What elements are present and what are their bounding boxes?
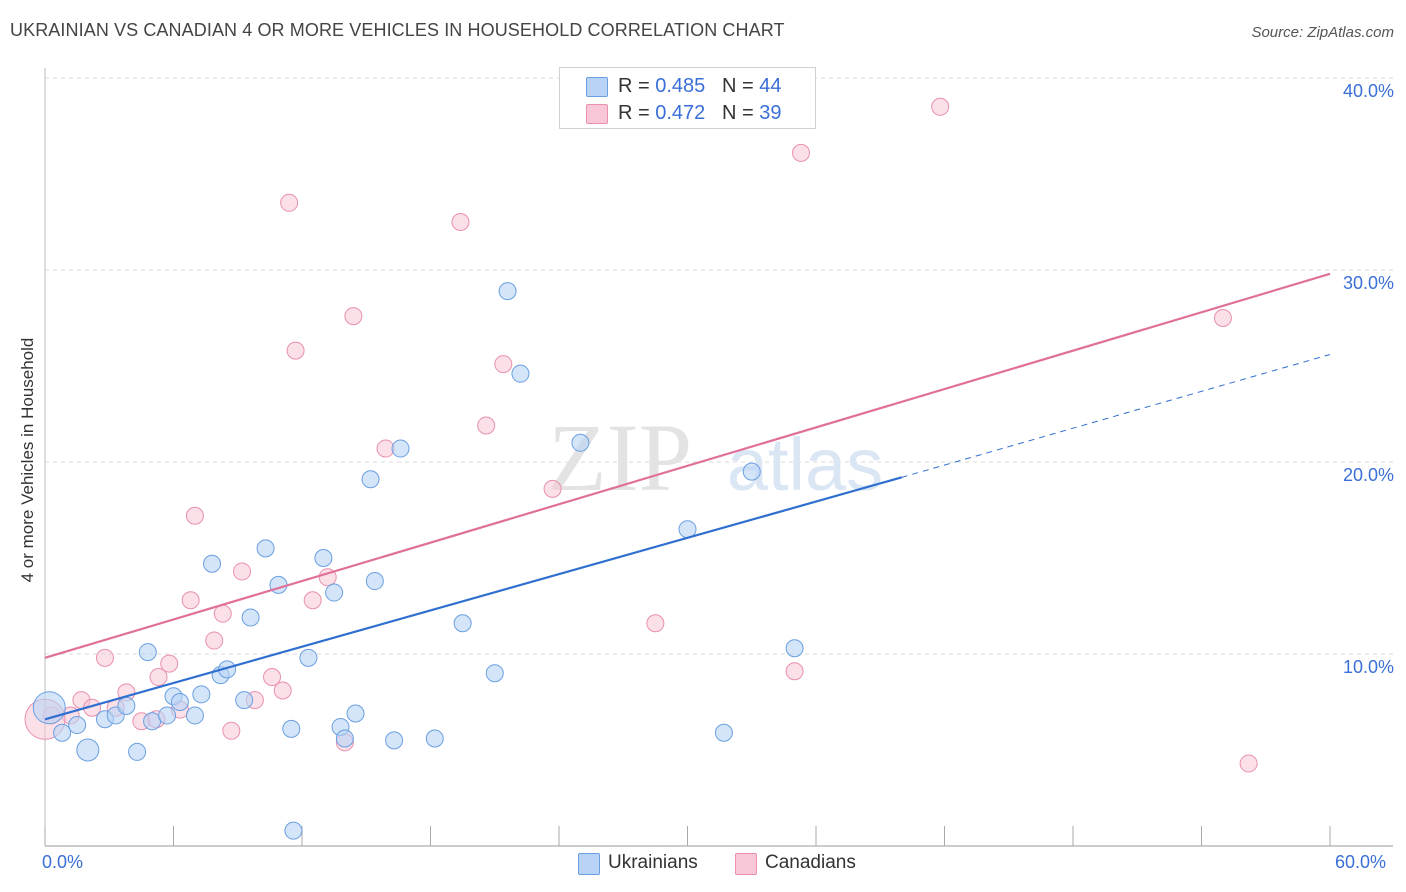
- ukrainians-point: [714, 723, 733, 742]
- x-tick-marks: [44, 826, 1331, 846]
- ukrainians-point: [346, 704, 365, 723]
- y-tick-label: 20.0%: [1342, 465, 1394, 485]
- y-axis-label: 4 or more Vehicles in Household: [18, 337, 37, 583]
- y-tick-label: 10.0%: [1342, 657, 1394, 677]
- y-tick-label: 30.0%: [1342, 273, 1394, 293]
- ukrainians-point: [742, 462, 761, 481]
- legend-r-value-canadians: 0.472: [655, 102, 706, 124]
- canadians-point: [785, 662, 804, 681]
- ukrainians-point: [299, 648, 318, 667]
- canadians-point: [205, 631, 224, 650]
- ukrainians-point: [53, 723, 72, 742]
- canadians-swatch: [586, 104, 608, 124]
- canadians-point: [222, 721, 241, 740]
- canadians-point: [233, 562, 252, 581]
- canadians-point: [181, 591, 200, 610]
- legend-r-value-ukrainians: 0.485: [655, 75, 706, 97]
- ukrainians-point: [192, 685, 211, 704]
- ukrainians-point: [170, 693, 189, 711]
- ukrainians-point: [385, 731, 404, 750]
- canadians-point: [543, 479, 562, 498]
- canadians-point: [303, 591, 322, 610]
- canadians-legend-swatch: [735, 853, 757, 875]
- ukrainians-swatch: [586, 77, 608, 97]
- ukrainians-point: [571, 433, 590, 452]
- canadians-point: [792, 143, 811, 162]
- ukrainians-point: [128, 742, 147, 761]
- ukrainians-point: [282, 719, 301, 738]
- canadians-point: [477, 416, 496, 435]
- x-tick-label-max: 60.0%: [1335, 852, 1387, 872]
- canadians-point: [95, 648, 114, 667]
- ukrainians-point: [68, 716, 87, 735]
- canadians-point: [185, 506, 204, 525]
- legend-r-label: R =: [618, 75, 656, 97]
- ukrainians-point: [361, 470, 380, 489]
- canadians-point: [931, 97, 950, 116]
- ukrainians-point: [138, 643, 157, 662]
- ukrainians-point: [391, 439, 410, 458]
- ukrainians-legend-label: Ukrainians: [608, 852, 698, 873]
- watermark: ZIP atlas: [548, 404, 883, 511]
- trend-lines: [44, 272, 1331, 721]
- canadians-point: [1239, 754, 1258, 773]
- ukrainians-point: [485, 664, 504, 683]
- source-label: Source: ZipAtlas.com: [1251, 24, 1394, 41]
- ukrainians-point: [76, 738, 100, 762]
- x-tick-label-min: 0.0%: [42, 852, 84, 872]
- y-tick-label: 40.0%: [1342, 81, 1394, 101]
- ukrainians-trend-extrapolation: [901, 353, 1331, 478]
- canadians-point: [160, 654, 179, 673]
- legend-n-value-canadians: 39: [759, 102, 782, 124]
- legend-n-label: N =: [721, 102, 760, 124]
- ukrainians-trend-line: [44, 476, 902, 721]
- ukrainians-point: [235, 691, 254, 710]
- canadians-point: [149, 668, 168, 687]
- canadians-trend-line: [44, 272, 1331, 659]
- ukrainians-point: [185, 706, 204, 725]
- ukrainians-point: [453, 614, 472, 633]
- ukrainians-point: [284, 821, 303, 840]
- ukrainians-point: [314, 549, 333, 567]
- legend-n-value-ukrainians: 44: [759, 75, 782, 97]
- correlation-legend: R = 0.485 N = 44 R = 0.472 N = 39: [559, 67, 816, 129]
- ukrainians-point: [511, 364, 530, 383]
- canadians-point: [376, 439, 395, 458]
- canadians-point: [1213, 309, 1232, 327]
- ukrainians-point: [498, 282, 517, 301]
- canadians-point: [263, 668, 282, 687]
- ukrainians-point: [335, 729, 354, 748]
- ukrainians-point: [325, 583, 344, 602]
- canadians-point: [494, 355, 513, 374]
- canadians-point: [286, 341, 305, 360]
- grid-lines: [45, 77, 1393, 655]
- ukrainians-point: [785, 639, 804, 658]
- canadians-point: [213, 604, 232, 623]
- ukrainians-point: [365, 572, 384, 591]
- ukrainians-point: [425, 729, 444, 748]
- chart-title: UKRAINIAN VS CANADIAN 4 OR MORE VEHICLES…: [10, 20, 785, 40]
- ukrainians-point: [241, 608, 260, 627]
- ukrainians-point: [203, 554, 222, 573]
- ukrainians-points: [32, 282, 804, 840]
- canadians-point: [273, 681, 292, 700]
- watermark-zip: ZIP: [548, 404, 692, 511]
- canadians-point: [280, 193, 299, 212]
- ukrainians-point: [143, 712, 162, 731]
- ukrainians-legend-swatch: [578, 853, 600, 875]
- ukrainians-point: [117, 696, 136, 715]
- canadians-legend-label: Canadians: [765, 852, 856, 873]
- ukrainians-point: [256, 539, 275, 558]
- ukrainians-point: [158, 706, 177, 725]
- canadians-point: [646, 614, 665, 633]
- legend-n-label: N =: [721, 75, 760, 97]
- legend-r-label: R =: [618, 102, 656, 124]
- canadians-point: [344, 307, 363, 326]
- canadians-point: [451, 213, 470, 231]
